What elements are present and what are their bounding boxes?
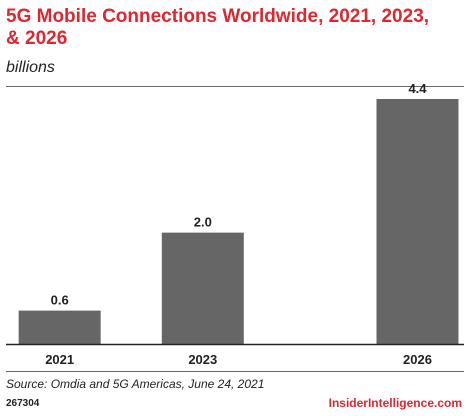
footer-divider — [6, 371, 464, 372]
bar-2021 — [18, 310, 101, 344]
x-tick-label-2023: 2023 — [188, 352, 217, 367]
data-label-2026: 4.4 — [408, 81, 427, 96]
bar-2023 — [161, 232, 244, 344]
bar-2026 — [376, 99, 459, 344]
top-divider — [6, 86, 464, 87]
brand-logo: InsiderIntelligence.com — [328, 396, 462, 410]
chart-subtitle: billions — [6, 59, 55, 76]
data-label-2021: 0.6 — [51, 293, 69, 308]
data-label-2023: 2.0 — [194, 215, 212, 230]
x-tick-label-2026: 2026 — [403, 352, 432, 367]
chart-id: 267304 — [6, 398, 40, 409]
chart-title: 5G Mobile Connections Worldwide, 2021, 2… — [6, 6, 430, 49]
source-note: Source: Omdia and 5G Americas, June 24, … — [6, 377, 265, 391]
x-tick-label-2021: 2021 — [45, 352, 74, 367]
